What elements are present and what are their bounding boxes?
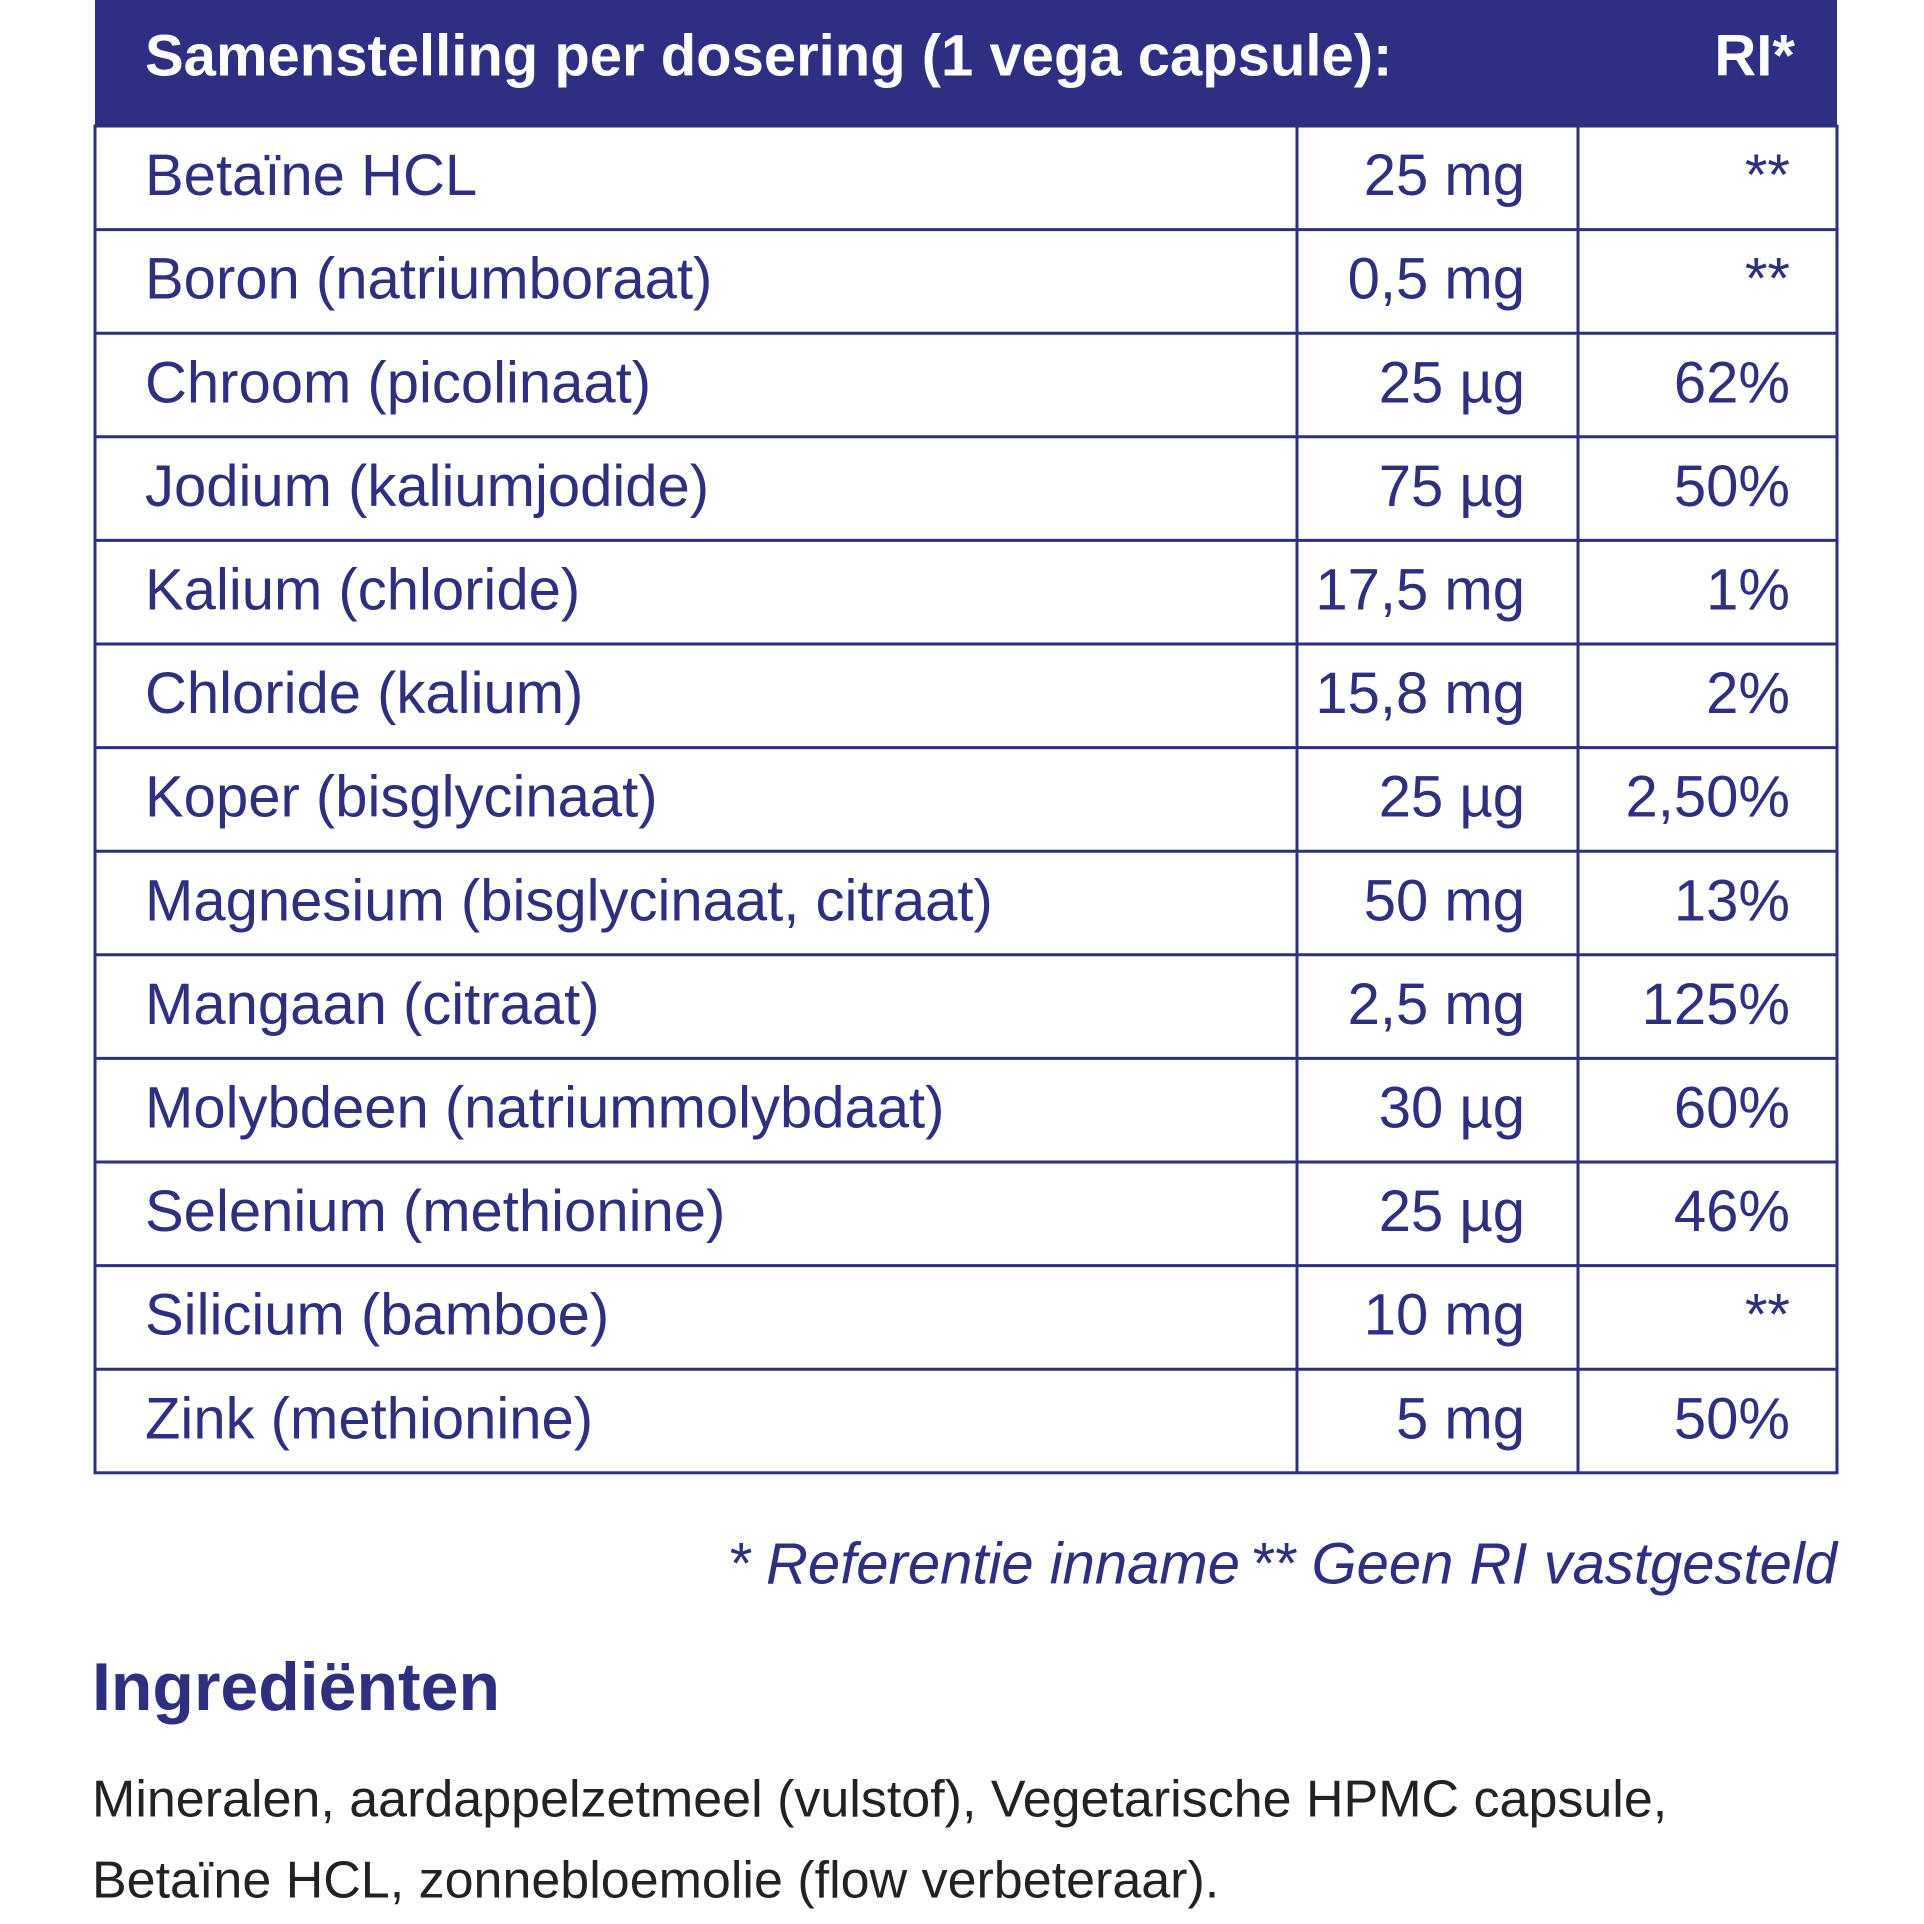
amount: 50 mg: [1364, 868, 1525, 933]
amount: 25 µg: [1379, 350, 1525, 415]
ri-value: 46%: [1674, 1179, 1790, 1244]
table-border: [93, 124, 1839, 1475]
header-title: Samenstelling per dosering (1 vega capsu…: [145, 23, 1392, 88]
ingredient-name: Betaïne HCL: [145, 143, 477, 208]
amount: 25 mg: [1364, 143, 1525, 208]
ingredient-name: Jodium (kaliumjodide): [145, 454, 709, 519]
ri-value: 13%: [1674, 868, 1790, 933]
ri-value: 2%: [1706, 661, 1790, 726]
ingredient-name: Magnesium (bisglycinaat, citraat): [145, 868, 993, 933]
ri-value: 50%: [1674, 1386, 1790, 1451]
amount: 25 µg: [1379, 765, 1525, 830]
ri-value: 60%: [1674, 1076, 1790, 1141]
ri-value: **: [1745, 1283, 1790, 1348]
table-header-bg: [95, 0, 1837, 126]
ri-value: **: [1745, 247, 1790, 312]
header-ri: RI*: [1714, 23, 1795, 88]
ingredient-name: Mangaan (citraat): [145, 972, 600, 1037]
amount: 17,5 mg: [1315, 558, 1525, 623]
ri-value: 125%: [1642, 972, 1790, 1037]
ri-value: 1%: [1706, 558, 1790, 623]
ingredient-name: Chroom (picolinaat): [145, 350, 651, 415]
ingredient-name: Boron (natriumboraat): [145, 247, 712, 312]
amount: 5 mg: [1396, 1386, 1525, 1451]
paragraph-line: Mineralen, aardappelzetmeel (vulstof), V…: [92, 1771, 1667, 1829]
ingredient-name: Chloride (kalium): [145, 661, 583, 726]
amount: 10 mg: [1364, 1283, 1525, 1348]
ri-value: 62%: [1674, 350, 1790, 415]
ingredient-name: Kalium (chloride): [145, 558, 580, 623]
amount: 25 µg: [1379, 1179, 1525, 1244]
section-title: Ingrediënten: [92, 1649, 500, 1725]
footnote: * Referentie inname: [727, 1531, 1240, 1596]
ingredient-name: Zink (methionine): [145, 1386, 593, 1451]
ri-value: **: [1745, 143, 1790, 208]
amount: 75 µg: [1379, 454, 1525, 519]
ri-value: 50%: [1674, 454, 1790, 519]
amount: 0,5 mg: [1348, 247, 1525, 312]
footnote: ** Geen RI vastgesteld: [1250, 1531, 1839, 1596]
amount: 30 µg: [1379, 1076, 1525, 1141]
ri-value: 2,50%: [1626, 765, 1790, 830]
ingredient-name: Selenium (methionine): [145, 1179, 725, 1244]
ingredient-name: Silicium (bamboe): [145, 1283, 609, 1348]
ingredient-name: Molybdeen (natriummolybdaat): [145, 1076, 944, 1141]
amount: 2,5 mg: [1348, 972, 1525, 1037]
amount: 15,8 mg: [1315, 661, 1525, 726]
ingredient-name: Koper (bisglycinaat): [145, 765, 658, 830]
paragraph-line: Betaïne HCL, zonnebloemolie (flow verbet…: [92, 1852, 1219, 1910]
